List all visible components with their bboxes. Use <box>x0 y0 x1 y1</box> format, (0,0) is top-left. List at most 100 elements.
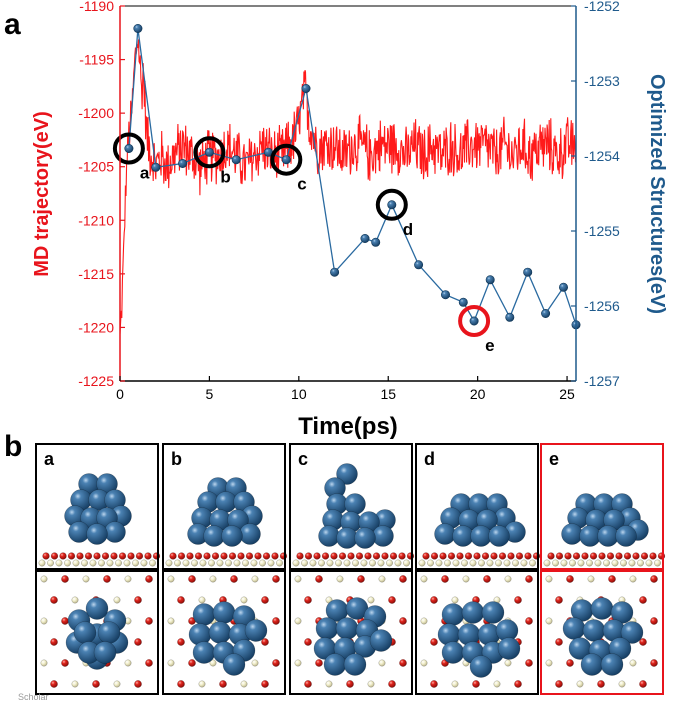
surface-metal-atom <box>123 559 131 567</box>
optimized-structure-point <box>485 275 495 285</box>
top-view-frame <box>289 570 413 695</box>
surface-oxygen-atom <box>261 596 269 604</box>
surface-metal-atom <box>543 559 551 567</box>
structure-label-e: e <box>549 449 559 469</box>
surface-metal-atom <box>427 559 434 567</box>
structure-e: e <box>540 443 666 695</box>
series-optimized-structures-line <box>128 28 576 326</box>
surface-metal-atom <box>191 559 198 567</box>
surface-metal-atom <box>216 559 224 567</box>
surface-oxygen-atom <box>481 552 490 560</box>
surface-metal-atom <box>115 559 122 567</box>
top-view-frame <box>415 570 539 695</box>
surface-oxygen-atom <box>76 552 84 560</box>
surface-metal-atom <box>82 575 90 583</box>
surface-oxygen-atom <box>211 552 220 560</box>
surface-oxygen-atom <box>639 680 647 688</box>
surface-oxygen-atom <box>101 552 110 560</box>
structure-d: d <box>415 443 541 695</box>
surface-oxygen-atom <box>110 552 118 560</box>
watermark: Scholar <box>18 692 49 702</box>
surface-oxygen-atom <box>399 575 407 583</box>
optimized-structure-point <box>281 155 291 165</box>
surface-oxygen-atom <box>92 680 100 688</box>
optimized-structure-point <box>505 312 515 322</box>
surface-metal-atom <box>367 596 375 604</box>
cluster-atom <box>104 521 126 543</box>
surface-oxygen-atom <box>271 552 279 560</box>
cluster-atom <box>335 617 359 640</box>
surface-oxygen-atom <box>346 680 354 688</box>
surface-metal-atom <box>124 575 132 583</box>
structure-d-side-view: d <box>415 443 541 570</box>
structure-a-side-view: a <box>35 443 161 570</box>
optimized-structure-point <box>440 290 450 300</box>
surface-metal-atom <box>451 596 459 604</box>
surface-metal-atom <box>301 559 308 567</box>
surface-oxygen-atom <box>447 552 456 560</box>
surface-metal-atom <box>240 680 248 688</box>
right-tick-label: -1253 <box>584 73 620 89</box>
cluster-atom <box>562 617 586 640</box>
cluster-atom <box>615 525 637 547</box>
surface-metal-atom <box>124 659 132 667</box>
surface-oxygen-atom <box>338 552 347 560</box>
surface-oxygen-atom <box>145 659 153 667</box>
surface-oxygen-atom <box>315 659 323 667</box>
surface-oxygen-atom <box>430 596 438 604</box>
structure-label-c: c <box>298 449 308 469</box>
optimized-structure-point <box>371 237 381 247</box>
surface-metal-atom <box>335 559 342 567</box>
surface-oxygen-atom <box>525 617 533 625</box>
surface-oxygen-atom <box>134 680 142 688</box>
left-tick-label: -1220 <box>78 319 114 335</box>
structure-label-a: a <box>44 449 55 469</box>
surface-oxygen-atom <box>490 552 498 560</box>
surface-metal-atom <box>55 559 63 567</box>
structure-b-side-view: b <box>162 443 288 570</box>
cluster-atom <box>208 621 232 644</box>
surface-metal-atom <box>618 680 626 688</box>
surface-oxygen-atom <box>50 638 58 646</box>
surface-metal-atom <box>165 559 173 567</box>
surface-oxygen-atom <box>357 575 365 583</box>
surface-oxygen-atom <box>188 659 196 667</box>
surface-oxygen-atom <box>272 575 280 583</box>
surface-oxygen-atom <box>598 552 606 560</box>
surface-oxygen-atom <box>632 552 640 560</box>
cluster-atom <box>85 597 109 620</box>
surface-metal-atom <box>140 559 148 567</box>
surface-metal-atom <box>294 659 302 667</box>
surface-oxygen-atom <box>261 638 269 646</box>
surface-oxygen-atom <box>50 552 59 560</box>
surface-metal-atom <box>403 559 410 567</box>
surface-oxygen-atom <box>203 552 211 560</box>
surface-oxygen-atom <box>422 552 430 560</box>
surface-oxygen-atom <box>430 638 438 646</box>
surface-metal-atom <box>569 559 576 567</box>
surface-metal-atom <box>444 559 451 567</box>
surface-oxygen-atom <box>398 552 406 560</box>
surface-metal-atom <box>40 575 48 583</box>
surface-oxygen-atom <box>67 552 76 560</box>
surface-metal-atom <box>209 659 217 667</box>
surface-metal-atom <box>420 575 428 583</box>
surface-oxygen-atom <box>177 638 185 646</box>
top-view-frame <box>35 570 159 695</box>
surface-oxygen-atom <box>230 575 238 583</box>
surface-metal-atom <box>72 559 80 567</box>
surface-oxygen-atom <box>639 596 647 604</box>
side-view-frame <box>289 443 413 570</box>
cluster-atom <box>336 463 358 485</box>
surface-oxygen-atom <box>135 552 144 560</box>
surface-metal-atom <box>478 559 485 567</box>
cluster-atom <box>469 655 493 678</box>
optimized-structure-point <box>541 308 551 318</box>
surface-metal-atom <box>529 559 536 567</box>
surface-metal-atom <box>89 559 97 567</box>
surface-oxygen-atom <box>524 552 532 560</box>
surface-oxygen-atom <box>61 575 69 583</box>
surface-metal-atom <box>418 559 426 567</box>
optimized-structure-point <box>360 234 370 244</box>
surface-oxygen-atom <box>456 552 464 560</box>
